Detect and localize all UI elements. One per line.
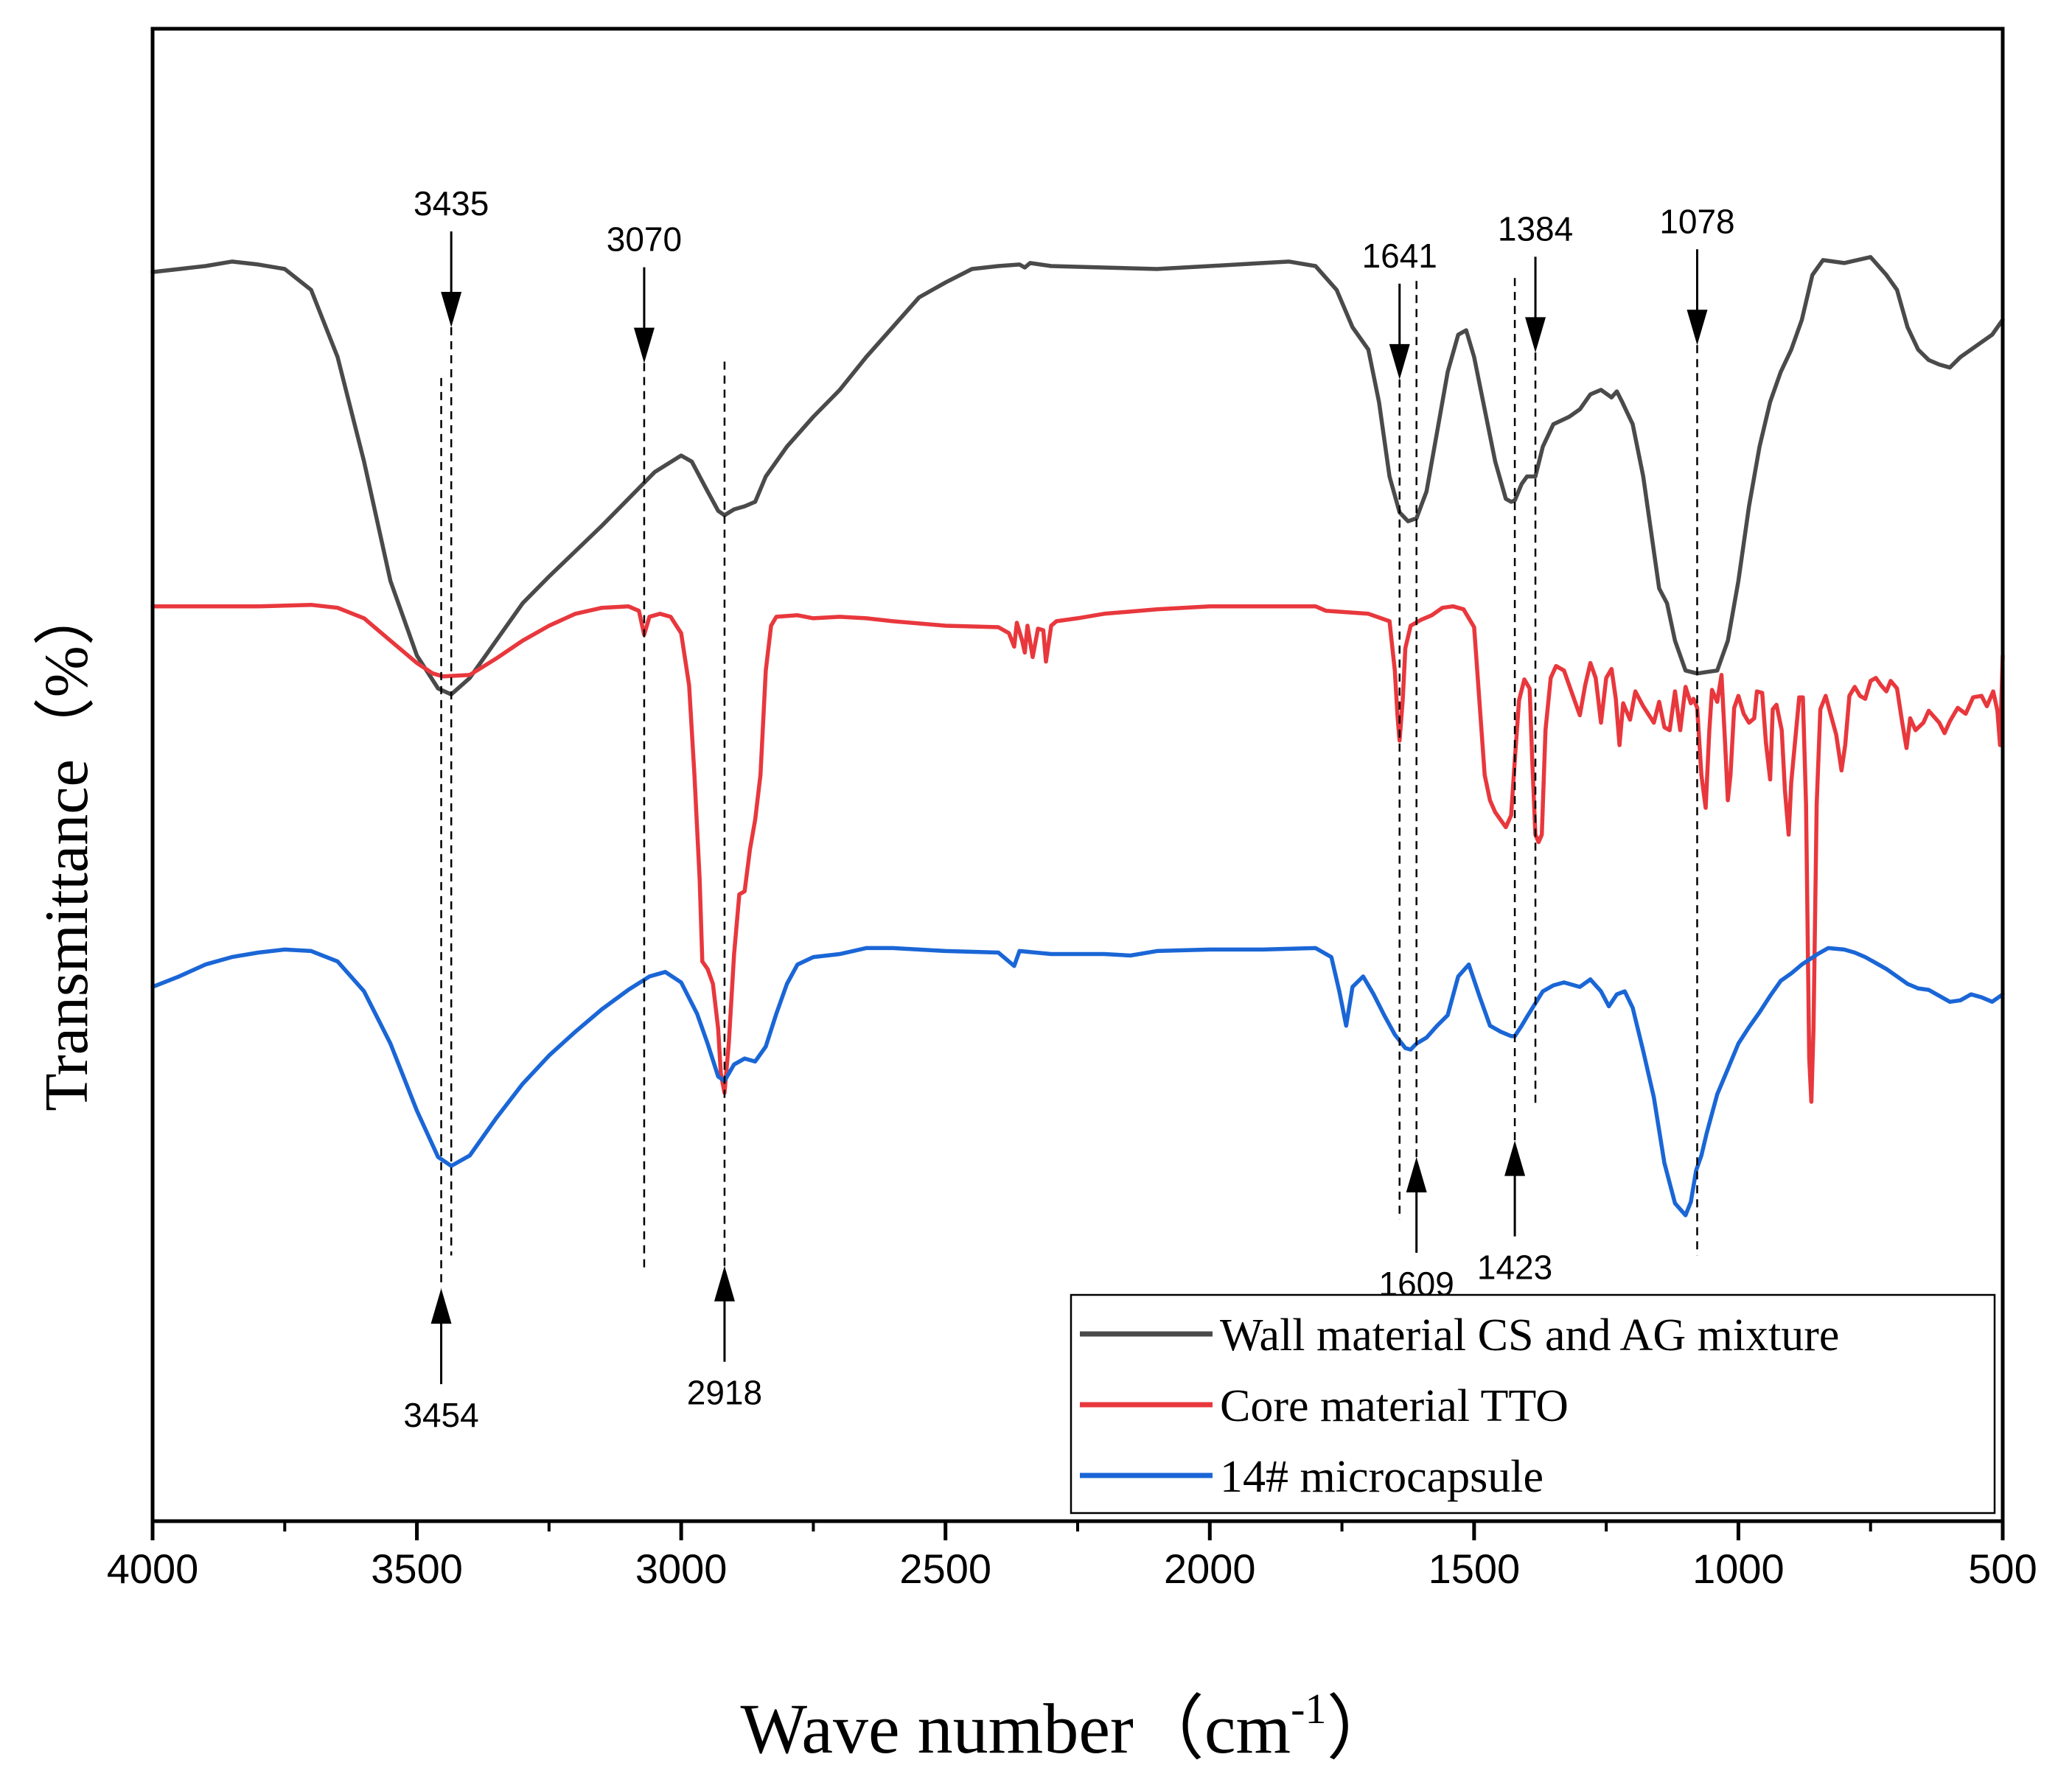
series-line-microcapsule (150, 946, 2005, 1218)
peak-label: 3070 (607, 220, 682, 259)
peak-annotation-3435: 3435 (414, 184, 489, 1256)
peak-label: 2918 (687, 1374, 762, 1412)
series-line-wall-material (150, 255, 2005, 696)
peak-annotation-3454: 3454 (403, 377, 479, 1434)
x-axis-ticks: 4000 3500 3000 2500 2000 1500 1000 500 (107, 1521, 2037, 1592)
legend-label-microcapsule: 14# microcapsule (1220, 1452, 1543, 1502)
peak-label: 1384 (1498, 209, 1573, 248)
peak-arrow-head (714, 1265, 735, 1302)
x-axis-title-sup: -1 (1291, 1685, 1326, 1733)
peak-annotation-1641: 1641 (1362, 237, 1437, 1220)
x-tick-label: 3500 (371, 1545, 463, 1592)
legend-label-wall: Wall material CS and AG mixture (1220, 1310, 1839, 1360)
peak-arrow-head (1406, 1156, 1427, 1192)
peak-arrow-head (1389, 343, 1410, 380)
peak-arrow-head (1525, 317, 1546, 353)
peak-arrow-head (1686, 310, 1708, 346)
peak-arrow-head (430, 1288, 452, 1324)
x-tick-label: 1500 (1429, 1545, 1521, 1592)
peak-annotation-2918: 2918 (687, 361, 762, 1412)
peak-arrow-head (633, 327, 655, 363)
series-lines (150, 255, 2005, 1218)
x-tick-label: 500 (1968, 1545, 2037, 1592)
x-axis-title-main: Wave number（cm (741, 1689, 1291, 1768)
x-tick-label: 4000 (107, 1545, 199, 1592)
peak-annotation-1384: 1384 (1498, 209, 1573, 1107)
legend-box (1070, 1293, 1996, 1515)
x-tick-label: 1000 (1692, 1545, 1785, 1592)
x-tick-label: 2000 (1164, 1545, 1256, 1592)
x-axis-title: Wave number（cm-1） (741, 1685, 1398, 1768)
peak-label: 1423 (1477, 1248, 1552, 1287)
peak-annotation-1078: 1078 (1659, 202, 1735, 1256)
peak-label: 1641 (1362, 237, 1437, 275)
x-tick-label: 2500 (899, 1545, 991, 1592)
peak-annotation-3070: 3070 (607, 220, 682, 1269)
y-axis-title: Transmittance（%） (32, 584, 101, 1111)
peak-annotation-1609: 1609 (1379, 281, 1454, 1303)
peak-label: 3454 (403, 1396, 478, 1434)
peak-label: 3435 (414, 184, 489, 223)
series-line-core-material (150, 602, 2005, 1104)
peak-arrow-head (441, 292, 462, 327)
peak-annotation-1423: 1423 (1477, 278, 1552, 1287)
peak-arrow-head (1504, 1140, 1526, 1176)
peak-label: 1078 (1659, 202, 1734, 240)
legend-label-core: Core material TTO (1220, 1381, 1569, 1431)
x-tick-label: 3000 (635, 1545, 728, 1592)
legend: Wall material CS and AG mixture Core mat… (1070, 1293, 1996, 1515)
x-axis-title-close: ） (1327, 1689, 1398, 1768)
